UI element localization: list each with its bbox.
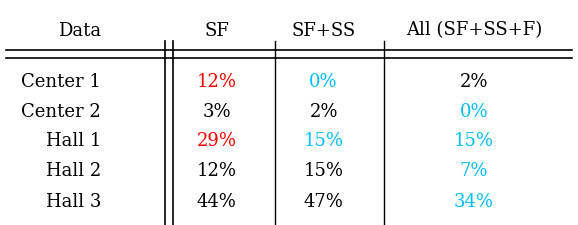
Text: 34%: 34%	[454, 192, 494, 210]
Text: Center 1: Center 1	[21, 73, 101, 91]
Text: 47%: 47%	[304, 192, 343, 210]
Text: 3%: 3%	[202, 102, 231, 120]
Text: 15%: 15%	[303, 132, 344, 150]
Text: SF: SF	[204, 21, 229, 39]
Text: Hall 3: Hall 3	[46, 192, 101, 210]
Text: 7%: 7%	[460, 161, 488, 179]
Text: Center 2: Center 2	[21, 102, 101, 120]
Text: Hall 2: Hall 2	[46, 161, 101, 179]
Text: 15%: 15%	[303, 161, 344, 179]
Text: 12%: 12%	[197, 161, 237, 179]
Text: 15%: 15%	[454, 132, 494, 150]
Text: 12%: 12%	[197, 73, 237, 91]
Text: Hall 1: Hall 1	[46, 132, 101, 150]
Text: 2%: 2%	[309, 102, 338, 120]
Text: 2%: 2%	[460, 73, 488, 91]
Text: Data: Data	[58, 21, 101, 39]
Text: 0%: 0%	[309, 73, 338, 91]
Text: 44%: 44%	[197, 192, 236, 210]
Text: SF+SS: SF+SS	[291, 21, 356, 39]
Text: All (SF+SS+F): All (SF+SS+F)	[406, 21, 542, 39]
Text: 0%: 0%	[460, 102, 488, 120]
Text: 29%: 29%	[197, 132, 237, 150]
